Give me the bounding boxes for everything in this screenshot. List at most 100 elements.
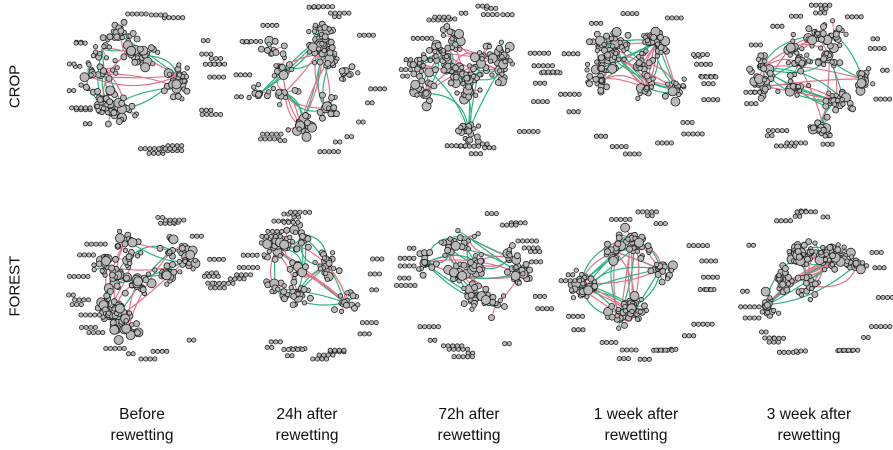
network-node — [213, 56, 219, 62]
network-node — [826, 244, 834, 251]
network-node — [88, 72, 94, 78]
network-node — [765, 309, 771, 316]
network-node — [591, 282, 599, 290]
network-node — [775, 88, 781, 95]
network-node — [870, 81, 876, 87]
network-node — [681, 76, 687, 82]
network-node — [250, 265, 256, 271]
network-node — [513, 222, 519, 228]
network-node — [268, 339, 274, 345]
network-node — [105, 75, 113, 82]
network-node — [77, 63, 83, 69]
network-node — [101, 43, 107, 50]
network-node — [281, 211, 287, 217]
network-node — [633, 347, 639, 353]
network-node — [699, 74, 705, 80]
network-node — [355, 70, 361, 76]
network-node — [465, 246, 472, 252]
network-node — [662, 347, 668, 353]
network-node — [484, 211, 490, 217]
network-node — [445, 343, 451, 349]
network-node — [208, 56, 214, 62]
network-node — [500, 293, 507, 299]
network-nodes — [227, 209, 385, 362]
network-node — [701, 97, 707, 103]
network-node — [312, 60, 318, 66]
network-node — [184, 65, 190, 71]
network-node — [155, 214, 161, 220]
network-node — [874, 250, 880, 256]
network-node — [402, 255, 408, 261]
network-node — [798, 348, 804, 354]
network-node — [164, 348, 170, 354]
network-node — [158, 220, 164, 226]
network-node — [146, 278, 157, 289]
network-node — [398, 67, 404, 73]
network-node — [703, 258, 709, 264]
network-node — [82, 40, 88, 46]
network-node — [94, 103, 100, 110]
network-node — [546, 50, 552, 56]
network-node — [563, 278, 569, 284]
network-node — [821, 61, 827, 68]
network-node — [273, 233, 279, 239]
network-node — [476, 266, 483, 273]
network-node — [587, 275, 595, 283]
network-node — [654, 261, 660, 268]
network-node — [803, 209, 809, 215]
network-node — [865, 334, 871, 340]
network-node — [333, 110, 340, 118]
network-node — [254, 252, 260, 258]
network-node — [521, 128, 527, 134]
network-node — [278, 131, 284, 137]
network-node — [357, 331, 363, 337]
network-node — [782, 265, 789, 272]
network-node — [96, 96, 104, 103]
network-node — [331, 306, 338, 313]
network-node — [264, 233, 270, 239]
network-node — [798, 140, 804, 146]
network-node — [295, 219, 301, 225]
network-node — [604, 51, 611, 59]
network-node — [604, 248, 611, 256]
network-node — [458, 143, 464, 149]
network-node — [650, 34, 657, 41]
network-node — [441, 343, 447, 349]
network-node — [286, 219, 292, 225]
network-node — [646, 356, 652, 362]
network-node — [513, 264, 519, 270]
network-node — [644, 37, 651, 44]
network-node — [258, 39, 264, 45]
network-node — [426, 17, 432, 23]
network-node — [867, 46, 873, 52]
network-node — [544, 306, 550, 312]
network-node — [467, 291, 475, 299]
network-node — [811, 291, 819, 298]
network-node — [818, 6, 824, 12]
network-node — [571, 327, 577, 333]
network-node — [517, 128, 523, 134]
network-node — [278, 70, 289, 80]
network-node — [234, 94, 240, 100]
network-node — [698, 61, 704, 67]
network-node — [756, 304, 762, 310]
network-node — [121, 323, 132, 334]
network-node — [799, 292, 805, 298]
network-node — [175, 15, 181, 21]
network-node — [281, 295, 288, 303]
network-node — [279, 228, 285, 234]
network-node — [311, 28, 318, 34]
network-node — [220, 256, 226, 262]
network-node — [460, 261, 468, 269]
network-node — [398, 283, 404, 289]
network-node — [658, 221, 664, 227]
network-node — [452, 73, 460, 81]
network-node — [337, 139, 343, 145]
network-nodes — [66, 214, 236, 362]
network-node — [321, 33, 329, 41]
network-node — [493, 211, 499, 217]
network-node — [233, 72, 239, 78]
network-node — [833, 92, 839, 98]
network-node — [484, 3, 490, 9]
network-node — [189, 233, 195, 239]
